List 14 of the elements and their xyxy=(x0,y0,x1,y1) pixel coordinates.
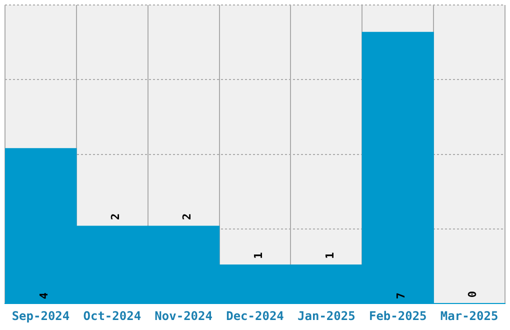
x-tick-label: Dec-2024 xyxy=(226,308,284,323)
x-tick-label: Mar-2025 xyxy=(440,308,498,323)
data-label: 4 xyxy=(38,292,51,300)
data-label: 0 xyxy=(466,290,480,298)
x-tick-label: Jan-2025 xyxy=(298,308,356,323)
data-label: 1 xyxy=(252,252,265,259)
data-label: 7 xyxy=(394,292,408,300)
data-label: 2 xyxy=(180,213,194,220)
data-label: 1 xyxy=(323,252,336,259)
data-label: 2 xyxy=(109,213,122,220)
x-tick-label: Feb-2025 xyxy=(368,308,427,323)
x-tick-label: Nov-2024 xyxy=(154,308,212,323)
x-tick-label: Sep-2024 xyxy=(12,308,70,323)
x-tick-label: Oct-2024 xyxy=(83,308,142,323)
